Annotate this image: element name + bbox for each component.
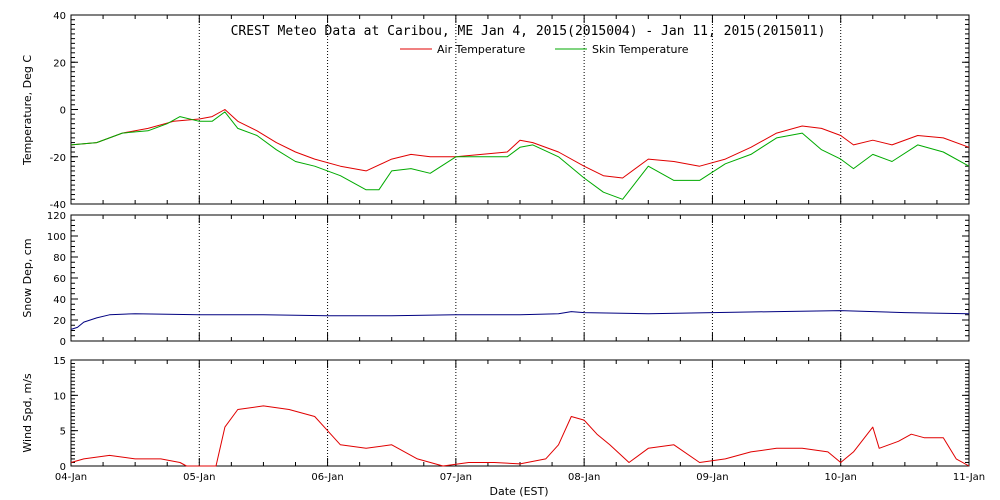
y-tick-label-snow-depth: 60 [53, 274, 66, 285]
x-tick-label: 07-Jan [440, 472, 472, 483]
x-tick-label: 09-Jan [696, 472, 728, 483]
y-tick-label-temperature: 20 [53, 58, 66, 69]
y-tick-label-wind-speed: 5 [60, 427, 66, 438]
series-line-temperature-1 [70, 111, 970, 200]
chart-title: CREST Meteo Data at Caribou, ME Jan 4, 2… [231, 24, 826, 39]
x-tick-label: 10-Jan [825, 472, 857, 483]
x-tick-label: 11-Jan [953, 472, 985, 483]
legend: Air Temperature Skin Temperature [400, 43, 689, 56]
tick-marks [70, 14, 970, 467]
y-tick-label-snow-depth: 80 [53, 253, 66, 264]
x-tick-label: 04-Jan [55, 472, 87, 483]
y-tick-label-snow-depth: 20 [53, 316, 66, 327]
y-tick-label-snow-depth: 40 [53, 295, 66, 306]
x-axis-title: Date (EST) [489, 485, 548, 498]
series-line-wind-speed-0 [70, 405, 970, 467]
y-tick-label-wind-speed: 0 [60, 462, 66, 473]
y-axis-title-temperature: Temperature, Deg C [21, 55, 34, 166]
y-axis-title-wind-speed: Wind Spd, m/s [21, 373, 34, 453]
y-tick-label-snow-depth: 100 [47, 232, 66, 243]
series-line-snow-depth-0 [70, 310, 970, 330]
y-tick-label-temperature: -40 [50, 200, 66, 211]
x-tick-label: 05-Jan [183, 472, 215, 483]
grid-lines [198, 15, 842, 466]
y-tick-label-wind-speed: 15 [53, 356, 66, 367]
x-tick-label: 08-Jan [568, 472, 600, 483]
y-axis-title-snow-depth: Snow Dep, cm [21, 238, 34, 317]
x-tick-label: 06-Jan [311, 472, 343, 483]
y-tick-label-snow-depth: 0 [60, 337, 66, 348]
legend-label-skin-temperature: Skin Temperature [592, 43, 689, 56]
legend-label-air-temperature: Air Temperature [437, 43, 526, 56]
y-tick-label-temperature: 0 [60, 106, 66, 117]
series-line-temperature-0 [70, 109, 970, 179]
y-tick-label-temperature: 40 [53, 11, 66, 22]
y-tick-label-temperature: -20 [50, 153, 66, 164]
data-series [70, 109, 970, 467]
y-tick-label-snow-depth: 120 [47, 211, 66, 222]
y-tick-label-wind-speed: 10 [53, 391, 66, 402]
